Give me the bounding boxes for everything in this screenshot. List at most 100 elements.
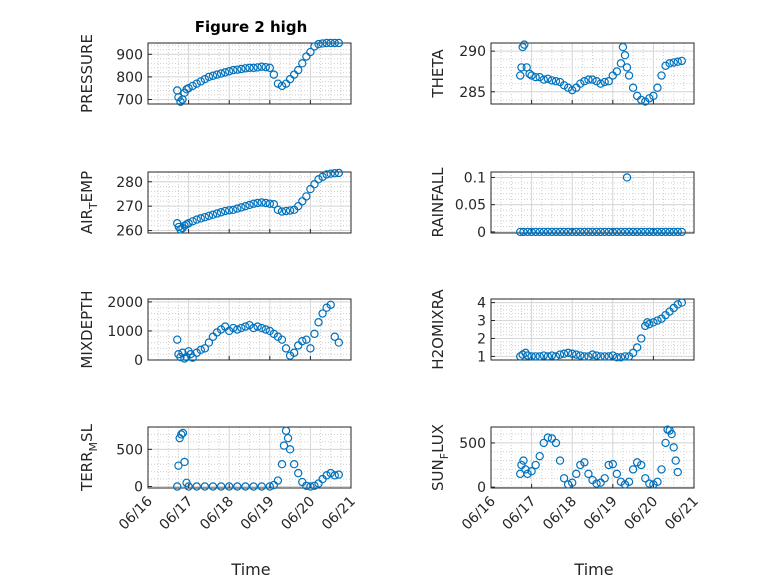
data-point [521,465,530,474]
data-point [547,351,557,360]
y-axis-label: TERRMSL [78,423,100,492]
data-point [257,62,266,71]
data-point [673,227,682,237]
data-point [174,93,183,102]
data-point [212,70,222,79]
data-point [563,480,573,489]
y-tick-label: 2 [477,331,486,347]
data-point [531,352,540,361]
data-point [233,204,242,213]
data-point [257,482,266,491]
data-point [253,322,262,331]
data-point [277,459,287,469]
data-point [241,64,250,73]
data-point [665,227,674,237]
data-point [208,482,218,491]
data-point [302,335,311,344]
data-point [294,65,303,75]
data-point [322,170,331,179]
data-point [596,352,605,361]
data-point [568,227,577,237]
data-point [224,482,234,491]
data-point [677,298,687,307]
data-point [237,64,246,74]
subplot-pressure: 700 800 900 PRESSURE [78,34,352,113]
data-point [253,63,262,72]
data-point [618,42,628,52]
data-point [289,459,299,469]
x-tick-label: 06/16 [116,493,156,533]
x-tick-label: 06/20 [621,494,661,534]
data-point [584,227,593,237]
y-tick-label: 700 [116,92,143,108]
y-tick-label: 0 [134,353,143,369]
data-point [196,77,205,86]
data-point [568,478,577,487]
data-point [547,76,557,85]
y-axis-label: THETA [429,49,447,99]
x-tick-label: 06/19 [581,494,621,534]
data-point [245,63,254,73]
data-point [620,51,630,60]
data-point [249,199,258,208]
data-point [173,482,182,491]
data-point [281,206,291,216]
data-point [174,461,183,470]
data-point [637,227,646,237]
data-point [673,57,682,66]
data-point [624,71,634,80]
data-point [600,352,609,361]
data-point [612,469,622,479]
data-point [257,323,266,333]
plot-frame [147,298,352,361]
y-tick-label: 0 [477,225,486,241]
data-point [334,470,344,479]
data-point [220,68,230,77]
data-point [188,217,197,226]
data-point [257,198,266,207]
data-point [279,441,289,450]
y-axis-label: RAINFALL [429,167,447,238]
data-point [535,352,544,361]
data-point [249,482,258,491]
plot-frame [490,426,695,489]
data-point [531,460,540,470]
data-point [518,42,527,52]
data-point [616,59,626,68]
data-point [657,227,666,237]
data-point [584,352,593,361]
data-point [555,456,565,465]
data-point [531,72,540,82]
data-point [237,323,246,333]
y-tick-label: 285 [459,85,486,101]
data-point [330,169,339,178]
data-point [673,467,682,477]
data-point [612,353,622,362]
data-point [302,192,311,201]
data-point [527,71,536,80]
data-point [517,63,526,72]
data-point [535,227,544,237]
data-point [184,219,193,228]
data-point [306,482,315,491]
data-point [600,227,609,237]
data-point [192,482,201,491]
data-point [177,430,186,439]
data-point [180,221,189,230]
data-point [233,482,242,491]
data-point [600,77,609,87]
data-point [318,39,327,48]
x-tick-label: 06/16 [459,493,499,533]
data-point [216,482,226,491]
data-point [643,318,652,327]
data-point [261,325,270,334]
data-point [314,318,323,327]
data-point [176,352,185,362]
data-point [543,227,553,237]
data-point [200,74,210,84]
y-tick-label: 1000 [107,324,143,340]
data-point [298,59,307,68]
subplot-sunflux: 0 500 06/16 06/17 06/18 06/19 06/20 06/21 SUNFLU… [429,424,702,533]
data-point [330,332,339,341]
data-point [265,63,274,73]
